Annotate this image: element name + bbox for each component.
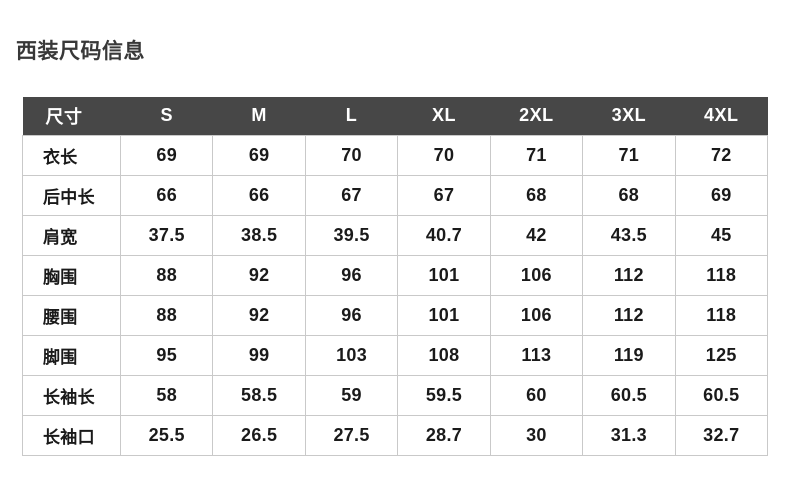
table-cell: 60.5 [582, 374, 676, 416]
table-cell: 88 [119, 294, 214, 336]
table-cell: 112 [582, 294, 676, 336]
table-cell: 45 [674, 214, 769, 256]
table-cell: 58.5 [212, 374, 306, 416]
row-label: 后中长 [22, 174, 121, 216]
table-cell: 125 [674, 334, 769, 376]
table-cell: 28.7 [397, 414, 491, 456]
table-cell: 113 [489, 334, 584, 376]
column-header: L [305, 97, 398, 135]
table-row: 后中长 66 66 67 67 68 68 69 [22, 174, 769, 216]
table-cell: 112 [582, 254, 676, 296]
column-header: S [120, 97, 213, 135]
table-cell: 59.5 [397, 374, 491, 416]
table-cell: 72 [674, 134, 769, 176]
table-cell: 70 [397, 134, 491, 176]
size-table-body: 衣长 69 69 70 70 71 71 72 后中长 66 66 67 67 68 68 69 肩宽 37.5 3… [22, 134, 769, 456]
table-cell: 95 [119, 334, 214, 376]
table-cell: 68 [489, 174, 584, 216]
table-cell: 101 [397, 294, 491, 336]
table-cell: 106 [489, 294, 584, 336]
size-table: 尺寸 S M L XL 2XL 3XL 4XL 衣长 69 69 70 70 71 71 72 后中长 66 66… [22, 97, 769, 456]
row-label: 衣长 [22, 134, 121, 176]
column-header: XL [397, 97, 491, 135]
table-cell: 40.7 [397, 214, 491, 256]
table-cell: 118 [674, 254, 769, 296]
table-cell: 92 [212, 254, 306, 296]
table-row: 胸围 88 92 96 101 106 112 118 [22, 254, 769, 296]
table-row: 肩宽 37.5 38.5 39.5 40.7 42 43.5 45 [22, 214, 769, 256]
table-cell: 60.5 [674, 374, 769, 416]
table-cell: 30 [489, 414, 584, 456]
table-cell: 119 [582, 334, 676, 376]
table-cell: 69 [119, 134, 214, 176]
table-cell: 118 [674, 294, 769, 336]
table-cell: 103 [304, 334, 399, 376]
table-cell: 31.3 [582, 414, 676, 456]
table-cell: 32.7 [674, 414, 769, 456]
table-row: 长袖长 58 58.5 59 59.5 60 60.5 60.5 [22, 374, 769, 416]
table-cell: 88 [119, 254, 214, 296]
table-cell: 42 [489, 214, 584, 256]
table-row: 脚围 95 99 103 108 113 119 125 [22, 334, 769, 376]
table-cell: 106 [489, 254, 584, 296]
column-header: M [212, 97, 306, 135]
table-cell: 27.5 [304, 414, 399, 456]
table-cell: 70 [304, 134, 399, 176]
row-label: 长袖口 [22, 414, 121, 456]
table-cell: 25.5 [119, 414, 214, 456]
table-cell: 92 [212, 294, 306, 336]
table-cell: 38.5 [212, 214, 306, 256]
table-cell: 43.5 [582, 214, 676, 256]
table-row: 长袖口 25.5 26.5 27.5 28.7 30 31.3 32.7 [22, 414, 769, 456]
table-cell: 26.5 [212, 414, 306, 456]
table-cell: 66 [119, 174, 214, 216]
table-cell: 101 [397, 254, 491, 296]
table-cell: 39.5 [304, 214, 399, 256]
page-title: 西装尺码信息 [16, 40, 145, 63]
row-label: 腰围 [22, 294, 121, 336]
header-row: 尺寸 S M L XL 2XL 3XL 4XL [22, 97, 768, 135]
size-table-header: 尺寸 S M L XL 2XL 3XL 4XL [22, 97, 768, 135]
table-cell: 96 [304, 254, 399, 296]
table-cell: 108 [397, 334, 491, 376]
table-cell: 66 [212, 174, 306, 216]
column-header: 2XL [490, 97, 583, 135]
table-cell: 69 [674, 174, 769, 216]
table-cell: 69 [212, 134, 306, 176]
table-cell: 68 [582, 174, 676, 216]
table-cell: 67 [304, 174, 399, 216]
row-label: 脚围 [22, 334, 121, 376]
table-cell: 67 [397, 174, 491, 216]
row-label: 肩宽 [22, 214, 121, 256]
table-cell: 96 [304, 294, 399, 336]
column-header: 尺寸 [22, 97, 121, 135]
table-cell: 60 [489, 374, 584, 416]
table-cell: 71 [582, 134, 676, 176]
table-cell: 59 [304, 374, 399, 416]
table-cell: 58 [119, 374, 214, 416]
table-cell: 71 [489, 134, 584, 176]
table-cell: 99 [212, 334, 306, 376]
column-header: 3XL [582, 97, 676, 135]
row-label: 胸围 [22, 254, 121, 296]
table-cell: 37.5 [119, 214, 214, 256]
table-row: 腰围 88 92 96 101 106 112 118 [22, 294, 769, 336]
table-row: 衣长 69 69 70 70 71 71 72 [22, 134, 769, 176]
row-label: 长袖长 [22, 374, 121, 416]
column-header: 4XL [675, 97, 768, 135]
